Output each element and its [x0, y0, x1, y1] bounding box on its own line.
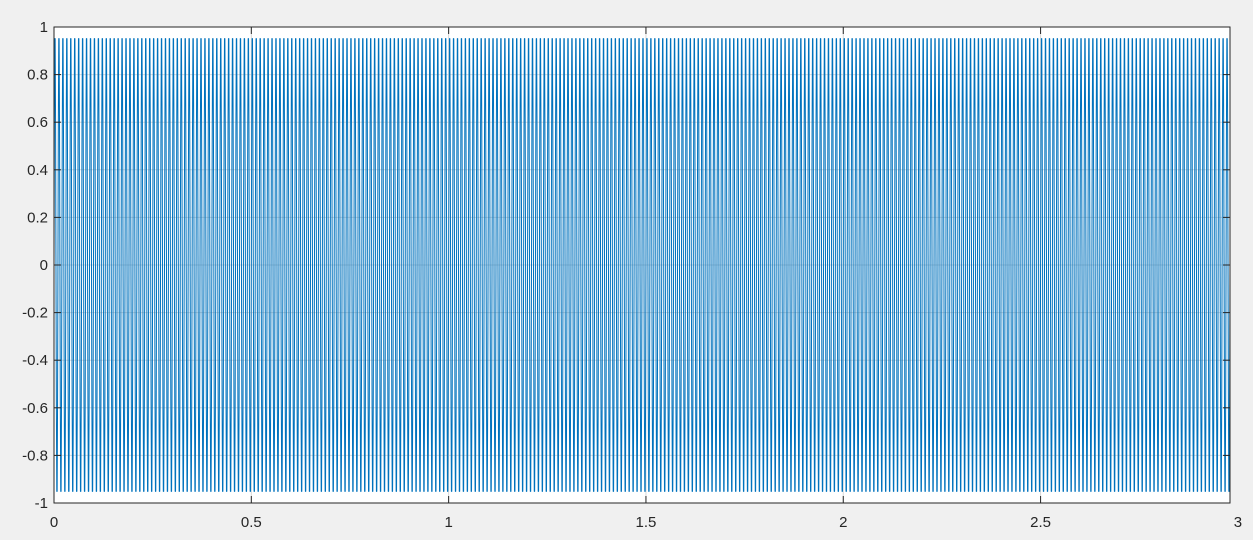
x-tick-label: 2 [839, 514, 847, 531]
tick-labels: 10.80.60.40.20-0.2-0.4-0.6-0.8-10 0.5 1 1.5… [22, 19, 1242, 531]
y-tick-label: 0.8 [27, 67, 48, 84]
series-line [53, 38, 1231, 492]
x-tick-label: 3 [1234, 514, 1242, 531]
y-tick-label: 1 [40, 19, 48, 36]
y-tick-label: 0 [40, 257, 48, 274]
ticks [53, 26, 1230, 504]
plot-area [53, 38, 1231, 492]
x-tick-label: 0 [50, 514, 58, 531]
x-tick-label: 1 [444, 514, 452, 531]
y-tick-label: -0.4 [22, 352, 48, 369]
x-tick-label: 1.5 [636, 514, 657, 531]
x-tick-label: 0.5 [241, 514, 262, 531]
y-tick-label: 0.2 [27, 209, 48, 226]
y-tick-label: -1 [35, 495, 48, 512]
y-tick-label: 0.6 [27, 114, 48, 131]
x-tick-label: 2.5 [1030, 514, 1051, 531]
y-tick-label: -0.6 [22, 400, 48, 417]
y-tick-label: -0.8 [22, 447, 48, 464]
y-tick-label: -0.2 [22, 305, 48, 322]
y-tick-label: 0.4 [27, 162, 48, 179]
